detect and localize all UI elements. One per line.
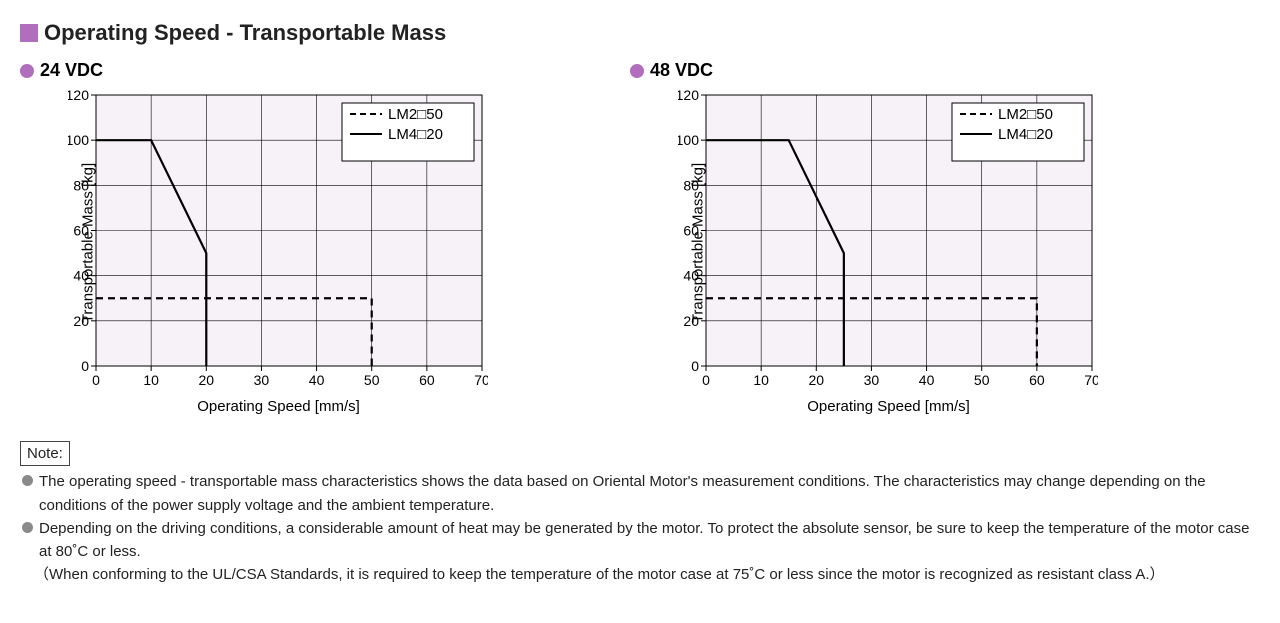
- chart-svg-48vdc: 0 10 20 30 40 50 60 70 0 20 40 60 80 100 120 LM2□50 LM4□…: [678, 89, 1098, 394]
- svg-text:10: 10: [143, 372, 159, 388]
- svg-text:80: 80: [683, 177, 699, 193]
- note-parenthetical: （When conforming to the UL/CSA Standards…: [20, 563, 1260, 586]
- svg-text:20: 20: [73, 313, 89, 329]
- svg-text:60: 60: [419, 372, 435, 388]
- svg-text:50: 50: [364, 372, 380, 388]
- svg-text:LM4□20: LM4□20: [998, 126, 1053, 143]
- svg-text:120: 120: [68, 89, 89, 103]
- svg-text:20: 20: [683, 313, 699, 329]
- x-axis-label: Operating Speed [mm/s]: [807, 398, 970, 415]
- chart-svg-24vdc: 0 10 20 30 40 50 60 70 0 20 40 60 80 100 120 LM2□50 LM4□…: [68, 89, 488, 394]
- chart-24vdc: 24 VDC Transportable Mass [kg] Operating…: [20, 60, 490, 415]
- svg-text:30: 30: [254, 372, 270, 388]
- svg-text:70: 70: [474, 372, 488, 388]
- svg-text:0: 0: [81, 358, 89, 374]
- chart-subtitle: 24 VDC: [40, 60, 103, 81]
- svg-text:50: 50: [974, 372, 990, 388]
- note-text: Depending on the driving conditions, a c…: [39, 517, 1260, 564]
- chart-subtitle-row: 48 VDC: [630, 60, 1100, 81]
- x-axis-label: Operating Speed [mm/s]: [197, 398, 360, 415]
- svg-text:100: 100: [678, 132, 699, 148]
- svg-text:LM2□50: LM2□50: [388, 106, 443, 123]
- svg-text:100: 100: [68, 132, 89, 148]
- section-title-row: Operating Speed - Transportable Mass: [20, 20, 1260, 46]
- svg-text:LM4□20: LM4□20: [388, 126, 443, 143]
- svg-text:0: 0: [92, 372, 100, 388]
- svg-text:0: 0: [691, 358, 699, 374]
- svg-text:0: 0: [702, 372, 710, 388]
- svg-text:40: 40: [919, 372, 935, 388]
- chart-area: Transportable Mass [kg] Operating Speed …: [630, 85, 1100, 415]
- charts-row: 24 VDC Transportable Mass [kg] Operating…: [20, 60, 1260, 415]
- chart-area: Transportable Mass [kg] Operating Speed …: [20, 85, 490, 415]
- svg-text:20: 20: [808, 372, 824, 388]
- svg-text:120: 120: [678, 89, 699, 103]
- bullet-dot-icon: [22, 475, 33, 486]
- note-text: The operating speed - transportable mass…: [39, 470, 1260, 517]
- svg-text:20: 20: [198, 372, 214, 388]
- svg-text:70: 70: [1084, 372, 1098, 388]
- bullet-circle-icon: [20, 64, 34, 78]
- chart-subtitle: 48 VDC: [650, 60, 713, 81]
- svg-text:10: 10: [753, 372, 769, 388]
- chart-48vdc: 48 VDC Transportable Mass [kg] Operating…: [630, 60, 1100, 415]
- svg-text:40: 40: [73, 268, 89, 284]
- svg-text:40: 40: [309, 372, 325, 388]
- title-bullet-square: [20, 24, 38, 42]
- svg-text:40: 40: [683, 268, 699, 284]
- note-label-box: Note:: [20, 441, 70, 466]
- section-title: Operating Speed - Transportable Mass: [44, 20, 446, 46]
- bullet-dot-icon: [22, 522, 33, 533]
- svg-text:80: 80: [73, 177, 89, 193]
- note-line: The operating speed - transportable mass…: [20, 470, 1260, 517]
- bullet-circle-icon: [630, 64, 644, 78]
- chart-subtitle-row: 24 VDC: [20, 60, 490, 81]
- note-section: Note: The operating speed - transportabl…: [20, 441, 1260, 587]
- svg-text:60: 60: [683, 223, 699, 239]
- note-line: Depending on the driving conditions, a c…: [20, 517, 1260, 564]
- svg-text:30: 30: [864, 372, 880, 388]
- svg-text:60: 60: [73, 223, 89, 239]
- svg-text:LM2□50: LM2□50: [998, 106, 1053, 123]
- svg-text:60: 60: [1029, 372, 1045, 388]
